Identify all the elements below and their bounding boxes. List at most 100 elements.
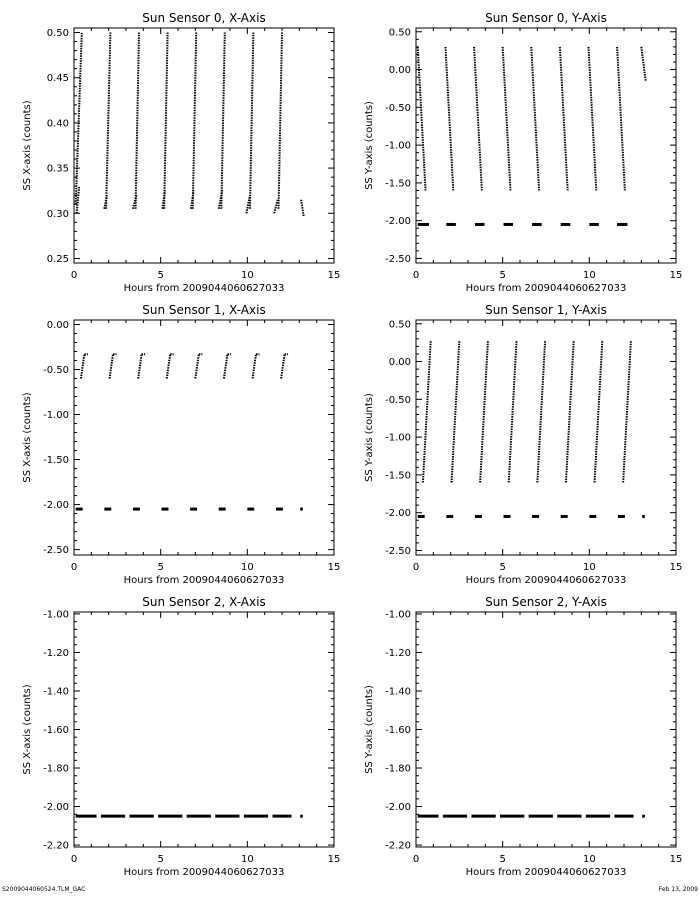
footer-date: Feb 13, 2009	[658, 886, 698, 893]
y-tick-label: 0.00	[389, 65, 411, 76]
chart-panel-4: Sun Sensor 2, X-Axis Hours from 200904406…	[22, 595, 340, 878]
y-tick-label: 0.30	[47, 209, 69, 220]
data-segment	[479, 340, 489, 483]
y-tick-label: 0.40	[47, 118, 69, 129]
chart-panel-3: Sun Sensor 1, Y-Axis Hours from 200904406…	[364, 303, 682, 586]
plot-frame	[415, 27, 677, 264]
y-tick-label: -1.50	[43, 455, 69, 466]
x-axis-label: Hours from 2009044060627033	[466, 575, 627, 586]
data-segment	[530, 46, 541, 191]
x-tick-label: 15	[670, 562, 683, 573]
y-tick-label: -1.00	[43, 609, 69, 620]
y-tick-label: -1.50	[385, 470, 411, 481]
chart-title: Sun Sensor 2, Y-Axis	[485, 595, 607, 609]
data-segment	[245, 195, 251, 214]
y-axis-label: SS Y-axis (counts)	[364, 393, 375, 482]
chart-panel-5: Sun Sensor 2, Y-Axis Hours from 200904406…	[364, 595, 682, 878]
x-tick-label: 5	[499, 854, 505, 865]
data-segment	[587, 46, 598, 191]
data-segment	[74, 32, 83, 205]
data-segment	[108, 354, 114, 379]
y-tick-label: 0.50	[389, 27, 411, 38]
y-tick-label: -0.50	[385, 395, 411, 406]
data-segment	[280, 354, 286, 379]
plot-frame	[73, 27, 335, 264]
x-tick-label: 5	[157, 270, 163, 281]
data-segment	[558, 46, 569, 191]
x-tick-label: 5	[499, 562, 505, 573]
data-segment	[593, 340, 604, 483]
y-tick-label: -2.50	[385, 254, 411, 265]
y-tick-label: 0.45	[47, 73, 69, 84]
x-axis-label: Hours from 2009044060627033	[466, 867, 627, 878]
x-tick-label: 10	[241, 854, 254, 865]
y-tick-label: -1.00	[43, 410, 69, 421]
y-tick-label: 0.25	[47, 254, 69, 265]
chart-title: Sun Sensor 0, X-Axis	[142, 11, 265, 25]
data-segment	[103, 195, 108, 209]
y-tick-label: -2.00	[43, 500, 69, 511]
y-tick-label: 0.50	[389, 319, 411, 330]
data-segment	[640, 46, 647, 82]
data-segment	[165, 354, 172, 379]
y-tick-label: 0.50	[47, 28, 69, 39]
data-segment	[421, 340, 432, 483]
data-segment	[248, 32, 255, 209]
plot-frame	[73, 319, 335, 556]
x-tick-label: 15	[328, 854, 341, 865]
y-tick-label: -2.00	[43, 802, 69, 813]
y-tick-label: -1.20	[385, 648, 411, 659]
y-tick-label: -2.50	[385, 546, 411, 557]
y-tick-label: -2.00	[385, 802, 411, 813]
data-segment	[507, 340, 518, 483]
x-tick-label: 10	[583, 854, 596, 865]
data-segment	[622, 340, 632, 483]
data-segment	[105, 32, 112, 209]
y-axis-label: SS Y-axis (counts)	[364, 101, 375, 190]
data-segment	[501, 46, 512, 191]
data-segment	[473, 46, 483, 191]
y-tick-label: 0.00	[389, 357, 411, 368]
x-tick-label: 15	[328, 270, 341, 281]
data-segment	[277, 32, 283, 209]
data-segment	[134, 32, 140, 209]
x-tick-label: 0	[413, 270, 419, 281]
x-tick-label: 5	[157, 854, 163, 865]
y-tick-label: -1.60	[385, 725, 411, 736]
chart-panel-0: Sun Sensor 0, X-Axis Hours from 200904406…	[22, 11, 340, 294]
chart-title: Sun Sensor 2, X-Axis	[142, 595, 265, 609]
y-tick-label: -1.20	[43, 648, 69, 659]
data-segment	[444, 46, 455, 191]
y-tick-label: -1.00	[385, 433, 411, 444]
data-segment	[450, 340, 461, 483]
data-segment	[273, 199, 279, 214]
chart-title: Sun Sensor 0, Y-Axis	[485, 11, 607, 25]
y-tick-label: -1.80	[385, 764, 411, 775]
data-segment	[131, 194, 138, 210]
chart-panel-2: Sun Sensor 1, X-Axis Hours from 200904406…	[22, 303, 340, 586]
data-segment	[75, 186, 81, 214]
x-tick-label: 15	[670, 854, 683, 865]
data-segment	[137, 354, 143, 379]
y-tick-label: -0.50	[43, 365, 69, 376]
data-segment	[564, 340, 575, 483]
x-tick-label: 10	[583, 562, 596, 573]
data-segment	[251, 354, 257, 379]
data-segment	[616, 46, 626, 191]
data-segment	[79, 354, 86, 379]
data-segment	[190, 190, 195, 209]
y-axis-label: SS X-axis (counts)	[22, 100, 33, 190]
y-tick-label: -1.80	[43, 764, 69, 775]
y-tick-label: -1.60	[43, 725, 69, 736]
chart-title: Sun Sensor 1, X-Axis	[142, 303, 265, 317]
x-tick-label: 15	[670, 270, 683, 281]
y-axis-label: SS X-axis (counts)	[22, 684, 33, 774]
x-tick-label: 5	[157, 562, 163, 573]
data-segment	[300, 199, 305, 217]
x-tick-label: 0	[413, 854, 419, 865]
y-tick-label: -2.50	[43, 545, 69, 556]
x-axis-label: Hours from 2009044060627033	[124, 283, 285, 294]
data-segment	[191, 32, 198, 209]
data-segment	[536, 340, 547, 483]
y-tick-label: -2.00	[385, 508, 411, 519]
